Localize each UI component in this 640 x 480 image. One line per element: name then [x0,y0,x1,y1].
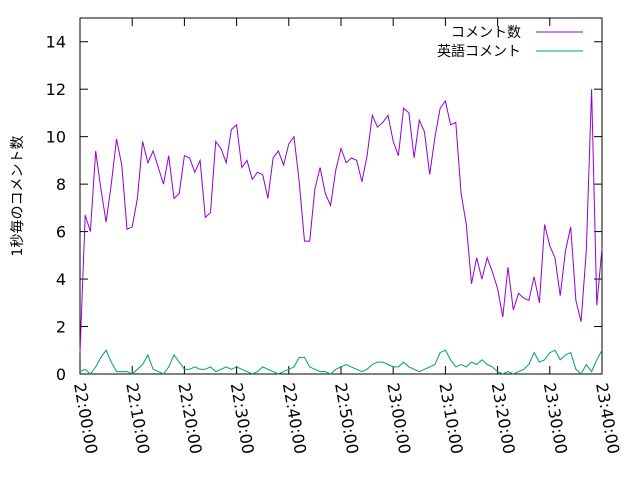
y-axis-ticks: 0 2 4 6 8 10 12 14 [46,33,602,384]
x-tick-label: 22:10:00 [122,381,153,455]
legend-label: 英語コメント [437,43,521,60]
x-tick-label: 23:20:00 [488,381,519,455]
x-tick-label: 22:00:00 [70,381,101,455]
y-tick-label: 12 [46,80,66,99]
y-tick-label: 2 [56,318,66,337]
x-tick-label: 22:50:00 [331,381,362,455]
y-tick-label: 0 [56,365,66,384]
series-line-2 [79,349,603,375]
x-tick-label: 22:40:00 [279,381,310,455]
legend-label: コメント数 [451,25,521,41]
series-line-1 [79,89,603,353]
x-tick-label: 22:30:00 [227,381,258,455]
y-tick-label: 6 [56,223,66,242]
plot-frame [79,17,603,375]
x-tick-label: 23:10:00 [435,381,466,455]
x-tick-label: 23:30:00 [540,381,571,455]
y-tick-label: 14 [46,33,66,52]
y-axis-label: 1秒毎のコメント数 [10,136,26,257]
x-tick-label: 23:00:00 [383,381,414,455]
x-axis-ticks: 22:00:00 22:10:00 22:20:00 22:30:00 22:40:00… [70,18,623,455]
series-layer [79,89,603,375]
x-tick-label: 22:20:00 [174,381,205,455]
y-tick-label: 8 [56,175,66,194]
y-tick-label: 4 [56,270,66,289]
y-tick-label: 10 [46,128,66,147]
x-tick-label: 23:40:00 [592,381,623,455]
